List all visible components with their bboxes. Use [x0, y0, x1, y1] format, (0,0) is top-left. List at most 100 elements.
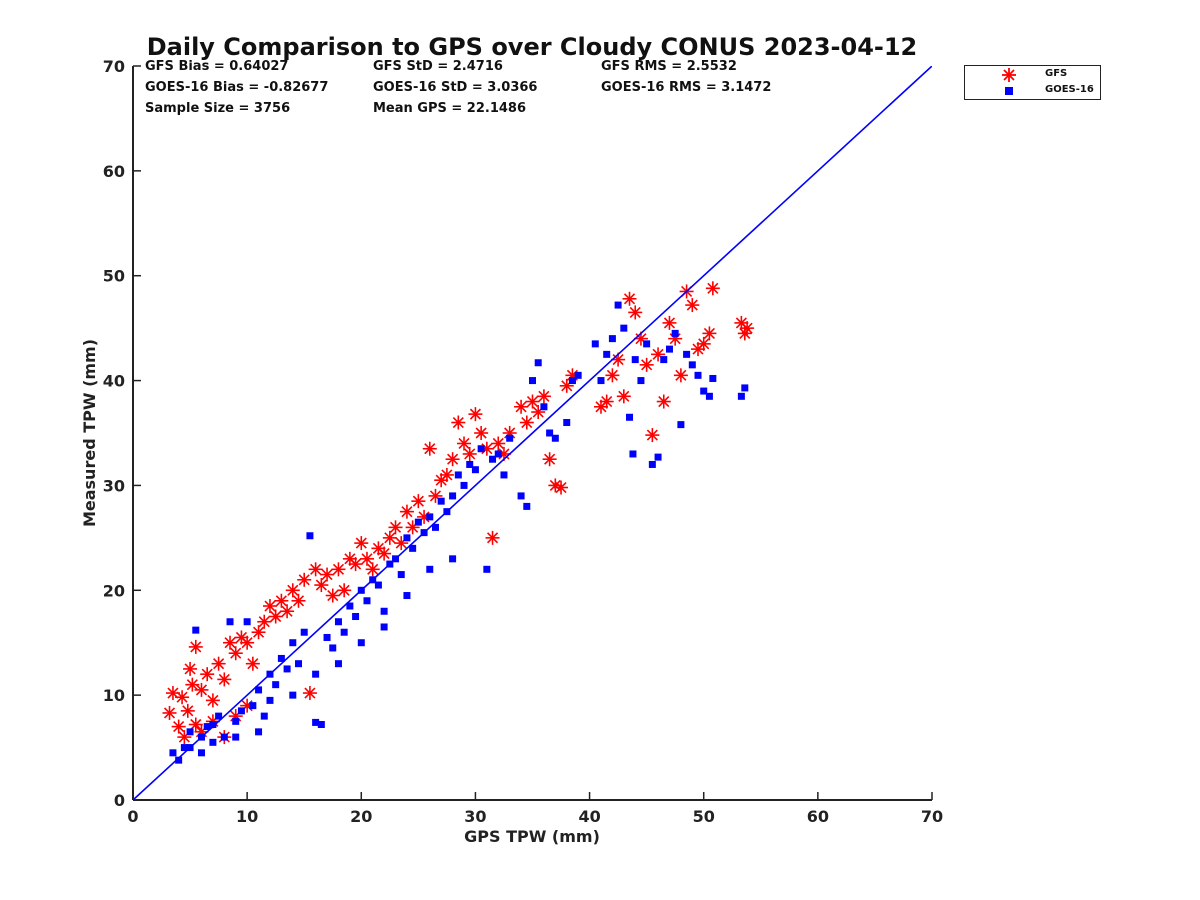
gfs-point — [194, 682, 209, 697]
gfs-point — [240, 635, 255, 650]
goes-point — [197, 749, 205, 757]
gfs-point — [468, 407, 483, 422]
goes-point — [363, 597, 371, 605]
goes-point — [306, 532, 314, 540]
goes-point — [255, 686, 263, 694]
goes-point — [317, 721, 325, 729]
gfs-point — [314, 578, 329, 593]
y-tick-label: 40 — [103, 372, 125, 391]
goes-point — [534, 359, 542, 367]
gfs-point — [616, 389, 631, 404]
y-tick-label: 20 — [103, 581, 125, 600]
gfs-point — [257, 614, 272, 629]
goes-point — [403, 592, 411, 600]
goes-point — [466, 460, 474, 468]
gfs-point — [702, 326, 717, 341]
gfs-point — [599, 394, 614, 409]
gfs-point — [491, 436, 506, 451]
gfs-point — [331, 562, 346, 577]
goes-point — [357, 639, 365, 647]
goes-point — [437, 497, 445, 505]
goes-point — [186, 728, 194, 736]
goes-point — [506, 434, 514, 442]
gfs-point — [651, 347, 666, 362]
goes-point — [677, 421, 685, 429]
goes-point — [175, 756, 183, 764]
goes-point — [660, 356, 668, 364]
goes-point — [283, 665, 291, 673]
gfs-point — [180, 703, 195, 718]
gfs-point — [365, 562, 380, 577]
gfs-point — [554, 480, 569, 495]
y-tick-label: 0 — [114, 791, 125, 810]
y-axis-label: Measured TPW (mm) — [80, 339, 99, 527]
goes-point — [340, 628, 348, 636]
goes-point — [232, 733, 240, 741]
gfs-point — [320, 567, 335, 582]
gfs-point — [205, 693, 220, 708]
goes-point — [608, 335, 616, 343]
gfs-point — [175, 690, 190, 705]
goes-point — [494, 450, 502, 458]
gfs-point — [514, 399, 529, 414]
gfs-point — [280, 604, 295, 619]
goes-point — [192, 626, 200, 634]
gfs-point — [348, 557, 363, 572]
goes-point — [260, 712, 268, 720]
goes-point — [312, 670, 320, 678]
goes-point — [683, 350, 691, 358]
goes-point — [629, 450, 637, 458]
goes-point — [180, 744, 188, 752]
gfs-point — [685, 298, 700, 313]
goes-point — [295, 660, 303, 668]
gfs-point — [200, 667, 215, 682]
goes-point — [631, 356, 639, 364]
goes-point — [300, 628, 308, 636]
goes-point — [426, 513, 434, 521]
gfs-point — [525, 394, 540, 409]
goes-point — [380, 607, 388, 615]
x-tick-label: 60 — [807, 807, 829, 826]
gfs-point — [325, 588, 340, 603]
goes-point — [546, 429, 554, 437]
gfs-point — [359, 551, 374, 566]
goes-point — [403, 534, 411, 542]
gfs-point — [696, 336, 711, 351]
gfs-point — [519, 415, 534, 430]
goes-point — [688, 361, 696, 369]
goes-point — [226, 618, 234, 626]
gfs-point — [622, 291, 637, 306]
gfs-point — [645, 428, 660, 443]
x-tick-label: 20 — [350, 807, 372, 826]
gfs-point — [228, 646, 243, 661]
x-tick-label: 10 — [236, 807, 258, 826]
goes-point — [449, 492, 457, 500]
gfs-point — [673, 368, 688, 383]
goes-point — [563, 419, 571, 427]
gfs-point — [223, 635, 238, 650]
goes-point — [665, 345, 673, 353]
y-tick-label: 70 — [103, 57, 125, 76]
goes-point — [329, 644, 337, 652]
stat-sample-size: Sample Size = 3756 — [145, 101, 291, 116]
gfs-point — [656, 394, 671, 409]
asterisk-marker-icon — [1002, 68, 1016, 82]
gfs-point — [740, 321, 755, 336]
x-tick-label: 70 — [921, 807, 943, 826]
goes-point — [620, 324, 628, 332]
goes-point — [637, 377, 645, 385]
gfs-point — [422, 441, 437, 456]
goes-point — [705, 392, 713, 400]
legend-label-gfs: GFS — [1045, 68, 1068, 79]
square-marker-icon — [1005, 87, 1013, 95]
stat-goes-bias: GOES-16 Bias = -0.82677 — [145, 80, 329, 95]
goes-point — [643, 340, 651, 348]
goes-point — [648, 460, 656, 468]
y-tick-label: 10 — [103, 686, 125, 705]
gfs-point — [188, 717, 203, 732]
x-tick-label: 0 — [127, 807, 138, 826]
goes-point — [409, 544, 417, 552]
goes-point — [289, 691, 297, 699]
gfs-point — [183, 661, 198, 676]
goes-point — [431, 523, 439, 531]
